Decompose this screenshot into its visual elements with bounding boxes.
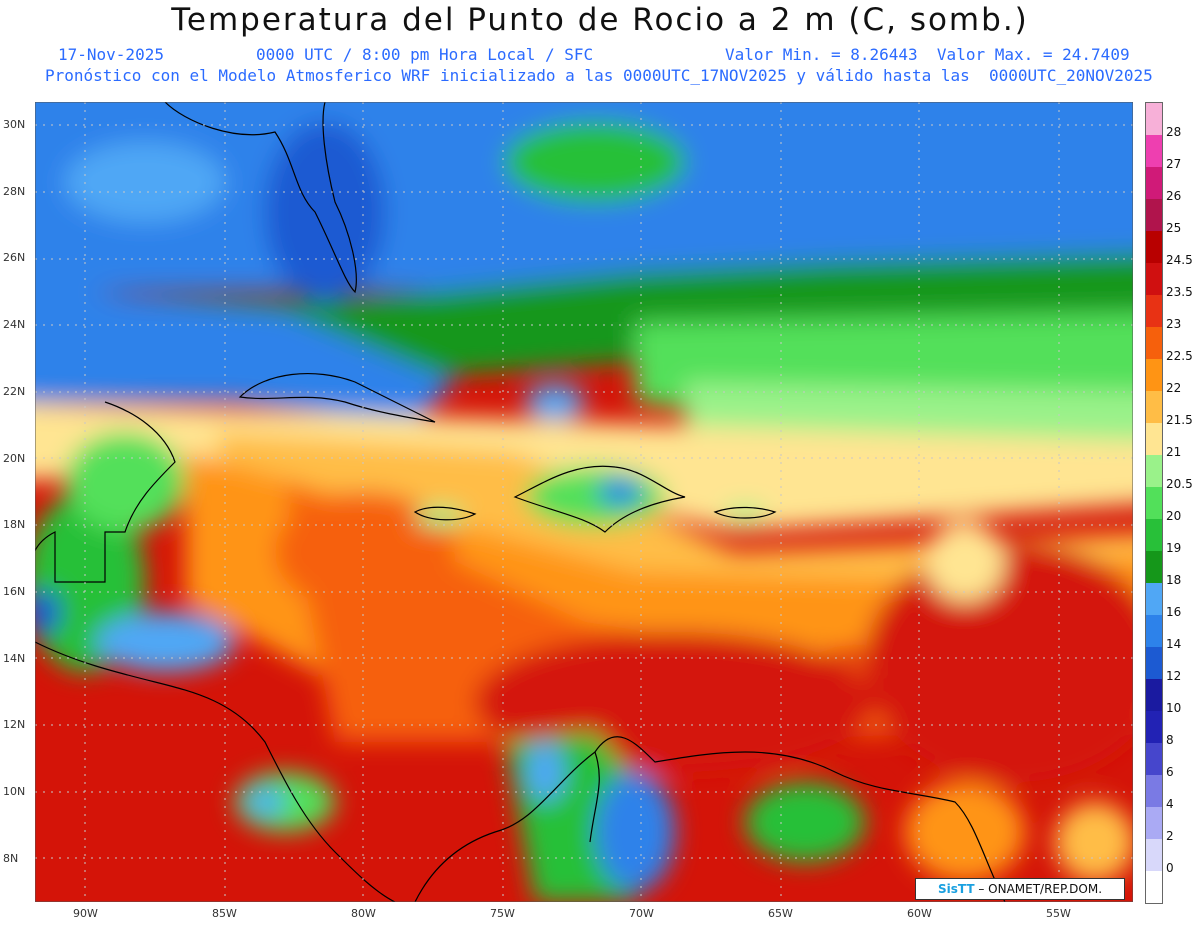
- colorbar: [1145, 102, 1163, 904]
- colorbar-segment: [1146, 391, 1162, 424]
- value-min-max: Valor Min. = 8.26443 Valor Max. = 24.740…: [725, 45, 1130, 64]
- colorbar-segment: [1146, 775, 1162, 808]
- lat-label: 24N: [3, 318, 26, 332]
- colorbar-segment: [1146, 327, 1162, 360]
- dewpoint-field: [35, 102, 1133, 902]
- lat-label: 12N: [3, 718, 26, 732]
- coastlines: [35, 102, 1006, 902]
- colorbar-segment: [1146, 519, 1162, 552]
- forecast-date: 17-Nov-2025: [58, 45, 164, 64]
- lon-label: 70W: [629, 907, 654, 920]
- colorbar-segment: [1146, 615, 1162, 648]
- colorbar-label: 21: [1166, 445, 1182, 459]
- lon-label: 85W: [212, 907, 237, 920]
- colorbar-segment: [1146, 167, 1162, 200]
- colorbar-label: 18: [1166, 573, 1182, 587]
- colorbar-label: 22.5: [1166, 349, 1193, 363]
- colorbar-segment: [1146, 487, 1162, 520]
- forecast-time: 0000 UTC / 8:00 pm Hora Local / SFC: [256, 45, 594, 64]
- graticule: [35, 102, 1133, 902]
- lon-label: 60W: [907, 907, 932, 920]
- colorbar-label: 28: [1166, 125, 1182, 139]
- colorbar-label: 0: [1166, 861, 1174, 875]
- colorbar-label: 25: [1166, 221, 1182, 235]
- colorbar-label: 4: [1166, 797, 1174, 811]
- credit-text: – ONAMET/REP.DOM.: [978, 882, 1103, 896]
- lat-label: 18N: [3, 518, 26, 532]
- lat-label: 14N: [3, 651, 26, 665]
- colorbar-segment: [1146, 199, 1162, 232]
- colorbar-label: 24.5: [1166, 253, 1193, 267]
- colorbar-label: 22: [1166, 381, 1182, 395]
- model-info: Pronóstico con el Modelo Atmosferico WRF…: [45, 66, 1153, 85]
- colorbar-label: 8: [1166, 733, 1174, 747]
- colorbar-label: 19: [1166, 541, 1182, 555]
- colorbar-label: 20: [1166, 509, 1182, 523]
- lat-label: 20N: [3, 451, 26, 465]
- lat-label: 22N: [3, 384, 26, 398]
- lon-label: 75W: [490, 907, 515, 920]
- sistt-logo: SisTT: [937, 882, 975, 896]
- colorbar-segment: [1146, 423, 1162, 456]
- colorbar-segment: [1146, 231, 1162, 264]
- colorbar-label: 23.5: [1166, 285, 1193, 299]
- colorbar-label: 23: [1166, 317, 1182, 331]
- colorbar-label: 10: [1166, 701, 1182, 715]
- colorbar-segment: [1146, 103, 1162, 136]
- colorbar-segment: [1146, 647, 1162, 680]
- colorbar-label: 26: [1166, 189, 1182, 203]
- colorbar-segment: [1146, 551, 1162, 584]
- credit-box: SisTT – ONAMET/REP.DOM.: [915, 878, 1125, 900]
- colorbar-label: 6: [1166, 765, 1174, 779]
- colorbar-label: 16: [1166, 605, 1182, 619]
- colorbar-label: 20.5: [1166, 477, 1193, 491]
- map-title: Temperatura del Punto de Rocio a 2 m (C,…: [171, 2, 1029, 38]
- colorbar-label: 21.5: [1166, 413, 1193, 427]
- colorbar-segment: [1146, 263, 1162, 296]
- lon-label: 80W: [351, 907, 376, 920]
- lon-label: 90W: [73, 907, 98, 920]
- lat-label: 30N: [3, 118, 26, 131]
- colorbar-segment: [1146, 839, 1162, 872]
- colorbar-label: 2: [1166, 829, 1174, 843]
- lat-label: 26N: [3, 251, 26, 265]
- colorbar-segment: [1146, 135, 1162, 168]
- colorbar-label: 27: [1166, 157, 1182, 171]
- lat-label: 16N: [3, 584, 26, 598]
- colorbar-segment: [1146, 743, 1162, 776]
- colorbar-segment: [1146, 711, 1162, 744]
- colorbar-label: 12: [1166, 669, 1182, 683]
- colorbar-label: 14: [1166, 637, 1182, 651]
- lat-label: 8N: [3, 851, 19, 865]
- lon-label: 55W: [1046, 907, 1071, 920]
- colorbar-segment: [1146, 583, 1162, 616]
- lat-label: 10N: [3, 785, 26, 798]
- colorbar-segment: [1146, 807, 1162, 840]
- colorbar-segment: [1146, 455, 1162, 488]
- colorbar-segment: [1146, 359, 1162, 392]
- lon-label: 65W: [768, 907, 793, 920]
- lat-label: 28N: [3, 184, 26, 198]
- colorbar-segment: [1146, 295, 1162, 328]
- colorbar-segment: [1146, 679, 1162, 712]
- colorbar-segment: [1146, 871, 1162, 903]
- dewpoint-map: [35, 102, 1133, 902]
